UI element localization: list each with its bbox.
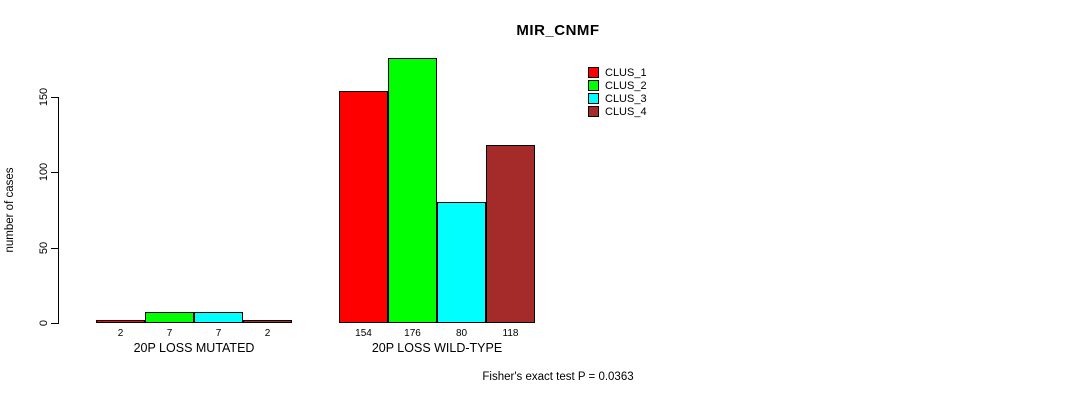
- bar-clus_3-group1: [194, 312, 243, 323]
- bar-clus_2-group2: [388, 58, 437, 323]
- bar-value-label: 118: [502, 328, 519, 339]
- legend-label: CLUS_4: [605, 105, 647, 118]
- y-axis-line: [58, 97, 59, 324]
- legend-swatch-clus_1: [588, 67, 599, 78]
- y-axis-tick-label: 50: [38, 241, 50, 255]
- y-axis-tick: [51, 323, 58, 324]
- bar-value-label: 176: [404, 328, 421, 339]
- chart-title: MIR_CNMF: [516, 22, 600, 39]
- legend-label: CLUS_1: [605, 66, 647, 79]
- legend-item-clus_1: CLUS_1: [588, 66, 647, 79]
- legend-item-clus_3: CLUS_3: [588, 92, 647, 105]
- bar-value-label: 154: [355, 328, 372, 339]
- bar-clus_1-group2: [339, 91, 388, 323]
- bar-value-label: 2: [117, 328, 124, 339]
- bar-clus_4-group2: [486, 145, 535, 323]
- y-axis-label: number of cases: [4, 167, 16, 253]
- legend-item-clus_4: CLUS_4: [588, 105, 647, 118]
- legend: CLUS_1 CLUS_2 CLUS_3 CLUS_4: [588, 66, 647, 118]
- bar-value-label: 7: [166, 328, 173, 339]
- bar-value-label: 7: [215, 328, 222, 339]
- bar-value-label: 2: [264, 328, 271, 339]
- bar-clus_4-group1: [243, 320, 292, 323]
- bar-value-label: 80: [455, 328, 468, 339]
- legend-swatch-clus_3: [588, 93, 599, 104]
- footer-annotation: Fisher's exact test P = 0.0363: [482, 371, 634, 383]
- legend-label: CLUS_3: [605, 92, 647, 105]
- bar-clus_3-group2: [437, 202, 486, 323]
- legend-swatch-clus_2: [588, 80, 599, 91]
- bar-clus_2-group1: [145, 312, 194, 323]
- y-axis-tick: [51, 97, 58, 98]
- bar-clus_1-group1: [96, 320, 145, 323]
- y-axis-tick: [51, 172, 58, 173]
- y-axis-tick-label: 100: [38, 162, 50, 182]
- y-axis-tick-label: 150: [38, 87, 50, 107]
- legend-label: CLUS_2: [605, 79, 647, 92]
- y-axis-tick-label: 0: [38, 319, 50, 327]
- group-label: 20P LOSS MUTATED: [133, 341, 255, 355]
- group-label: 20P LOSS WILD-TYPE: [371, 341, 503, 355]
- legend-item-clus_2: CLUS_2: [588, 79, 647, 92]
- y-axis-tick: [51, 248, 58, 249]
- legend-swatch-clus_4: [588, 106, 599, 117]
